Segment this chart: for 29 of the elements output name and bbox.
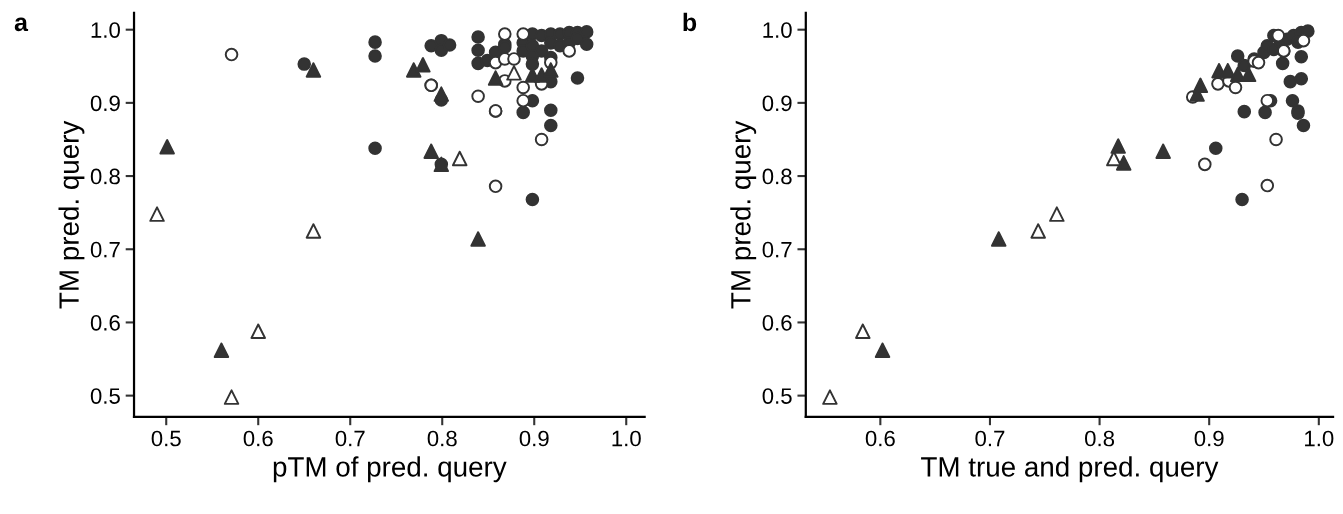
y-tick-label: 0.9: [90, 95, 120, 112]
chart-title: a: [14, 17, 29, 32]
x-tick-label: 0.6: [865, 430, 895, 447]
x-tick-label: 0.6: [243, 430, 273, 447]
x-tick-label: 0.8: [427, 430, 457, 447]
y-tick-label: 0.9: [762, 95, 792, 112]
x-axis-title: TM true and pred. query: [921, 456, 1219, 483]
y-tick-label: 0.5: [762, 388, 792, 404]
x-tick-label: 0.7: [335, 430, 365, 447]
y-tick-label: 1.0: [91, 22, 120, 38]
x-tick-label: 0.9: [519, 430, 549, 447]
x-tick-label: 0.8: [1085, 430, 1115, 447]
y-tick-label: 0.6: [90, 314, 120, 331]
x-tick-label: 0.7: [975, 430, 1005, 447]
y-tick-label: 0.8: [90, 168, 120, 185]
x-axis-title: pTM of pred. query: [273, 456, 507, 483]
x-tick-label: 0.9: [1194, 430, 1224, 447]
y-axis-title: TM pred. query: [58, 120, 85, 309]
x-tick-label: 1.0: [1305, 430, 1334, 447]
y-tick-label: 0.7: [90, 241, 120, 258]
y-axis-title: TM pred. query: [730, 120, 757, 309]
x-tick-label: 1.0: [612, 430, 641, 447]
y-tick-label: 0.5: [90, 388, 120, 404]
y-tick-label: 0.6: [762, 314, 792, 331]
y-tick-label: 0.8: [762, 168, 792, 185]
x-tick-label: 0.5: [151, 430, 181, 447]
chart-title: b: [683, 12, 697, 32]
y-tick-label: 1.0: [763, 22, 792, 38]
y-tick-label: 0.7: [762, 241, 792, 258]
